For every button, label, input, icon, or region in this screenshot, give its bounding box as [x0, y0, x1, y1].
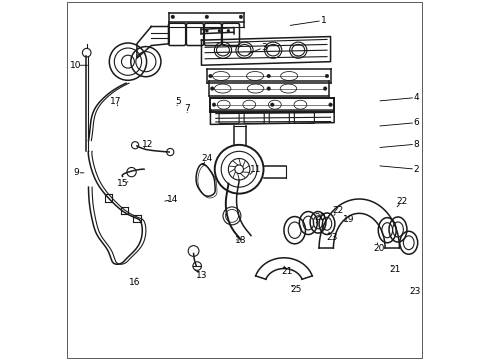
- Text: 3: 3: [261, 43, 266, 52]
- Circle shape: [212, 103, 215, 107]
- Circle shape: [266, 74, 270, 78]
- Text: 5: 5: [175, 96, 181, 105]
- Text: 19: 19: [342, 215, 353, 224]
- Text: 23: 23: [326, 233, 337, 242]
- Text: 20: 20: [313, 213, 325, 222]
- Circle shape: [205, 30, 208, 32]
- Text: 12: 12: [142, 140, 153, 149]
- Text: 22: 22: [331, 206, 343, 215]
- Circle shape: [218, 30, 221, 32]
- Text: 8: 8: [413, 140, 419, 149]
- Text: 16: 16: [129, 278, 141, 287]
- Text: 20: 20: [372, 244, 384, 253]
- Text: 21: 21: [388, 265, 400, 274]
- Text: 18: 18: [235, 237, 246, 246]
- Text: 11: 11: [249, 165, 261, 174]
- Circle shape: [323, 87, 326, 90]
- Text: 7: 7: [184, 104, 190, 113]
- Text: 1: 1: [320, 16, 325, 25]
- Text: 15: 15: [117, 179, 128, 188]
- Circle shape: [204, 15, 208, 19]
- Text: 10: 10: [70, 61, 81, 70]
- Circle shape: [266, 87, 270, 90]
- Text: 24: 24: [201, 154, 212, 163]
- Text: 13: 13: [195, 270, 207, 279]
- Circle shape: [208, 74, 212, 78]
- Text: 23: 23: [408, 287, 420, 296]
- Circle shape: [210, 87, 214, 90]
- Text: 22: 22: [396, 197, 407, 206]
- Circle shape: [328, 103, 332, 107]
- Circle shape: [270, 103, 274, 107]
- Text: 2: 2: [413, 165, 419, 174]
- Circle shape: [226, 30, 229, 32]
- Text: 17: 17: [109, 96, 121, 105]
- Text: 6: 6: [413, 118, 419, 127]
- Circle shape: [239, 15, 242, 19]
- Circle shape: [325, 74, 328, 78]
- Text: 14: 14: [167, 195, 178, 204]
- Text: 21: 21: [281, 267, 293, 276]
- Text: 25: 25: [290, 285, 302, 294]
- Text: 4: 4: [413, 93, 419, 102]
- Text: 9: 9: [73, 168, 79, 177]
- Circle shape: [171, 15, 174, 19]
